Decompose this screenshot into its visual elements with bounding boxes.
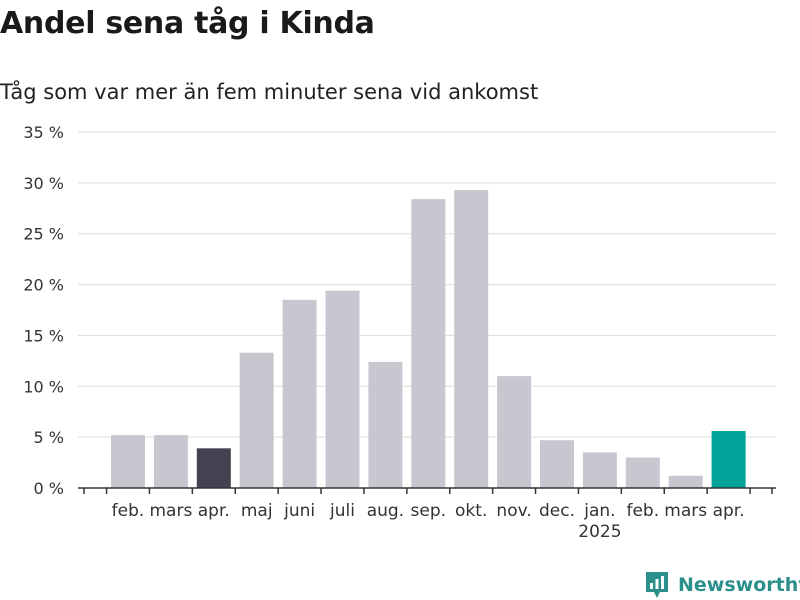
y-tick-label: 5 % (34, 428, 64, 447)
bar (582, 452, 617, 488)
bar (497, 376, 532, 488)
bar (625, 457, 660, 488)
bar (282, 299, 317, 488)
newsworthy-logo: Newsworthy (644, 570, 800, 600)
bar (239, 352, 274, 488)
x-tick-label: feb. (112, 501, 145, 521)
bar-chart: 0 %5 %10 %15 %20 %25 %30 %35 %feb. mars ap… (23, 123, 776, 542)
x-tick-label: juli (329, 501, 355, 521)
y-tick-label: 15 % (23, 326, 64, 345)
bar (153, 435, 188, 488)
bar (111, 435, 145, 488)
x-tick-label: nov. (496, 501, 531, 521)
y-tick-label: 0 % (34, 479, 64, 498)
bar (668, 475, 703, 488)
x-tick-label: juni (283, 501, 315, 521)
bar (368, 361, 403, 488)
x-tick-label: jan. (583, 501, 615, 521)
x-tick-label: apr. (198, 501, 230, 521)
bar (325, 290, 360, 488)
x-tick-label: feb. (626, 501, 659, 521)
bar (411, 199, 446, 489)
x-tick-label: mars (149, 501, 192, 521)
bar (540, 440, 574, 488)
y-tick-label: 10 % (23, 377, 64, 396)
y-tick-label: 35 % (23, 123, 64, 142)
x-tick-label: sep. (411, 501, 447, 521)
x-tick-label: dec. (539, 501, 575, 521)
brand-name: Newsworthy (678, 574, 800, 596)
y-tick-label: 30 % (23, 174, 64, 193)
x-tick-label: apr. (713, 501, 745, 521)
x-tick-label: mars (664, 501, 707, 521)
bar (711, 431, 746, 488)
x-tick-label: aug. (367, 501, 404, 521)
bar (454, 189, 489, 488)
x-tick-label: okt. (455, 501, 487, 521)
y-tick-label: 25 % (23, 225, 64, 244)
bar (196, 448, 231, 488)
x-year-label: 2025 (578, 522, 621, 542)
y-tick-label: 20 % (23, 276, 64, 295)
chart-title: Andel sena tåg i Kinda (0, 6, 375, 41)
newsworthy-logo-icon (646, 572, 668, 598)
x-tick-label: maj (241, 501, 273, 521)
chart-subtitle: Tåg som var mer än fem minuter sena vid … (0, 80, 539, 104)
